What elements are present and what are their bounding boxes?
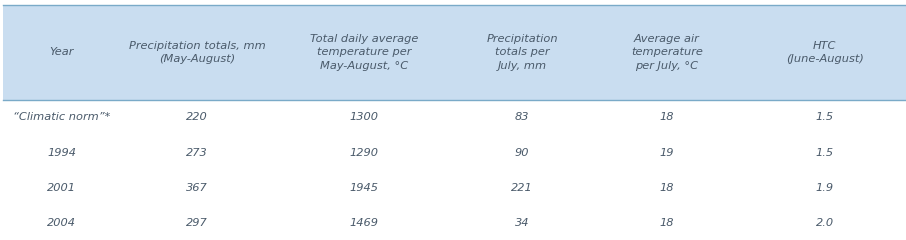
Text: 1945: 1945 (350, 183, 379, 193)
Text: 1994: 1994 (47, 148, 76, 158)
Text: 18: 18 (660, 113, 674, 122)
Text: 19: 19 (660, 148, 674, 158)
Text: 273: 273 (187, 148, 208, 158)
Bar (3, 5, 906, 100)
Text: 1.5: 1.5 (815, 113, 834, 122)
Text: 18: 18 (660, 218, 674, 228)
Text: HTC
(June-August): HTC (June-August) (786, 41, 863, 64)
Text: 1300: 1300 (350, 113, 379, 122)
Text: 220: 220 (187, 113, 208, 122)
Text: Average air
temperature
per July, °C: Average air temperature per July, °C (631, 34, 703, 71)
Text: Precipitation
totals per
July, mm: Precipitation totals per July, mm (487, 34, 558, 71)
Text: 2004: 2004 (47, 218, 76, 228)
Text: 1469: 1469 (350, 218, 379, 228)
Text: Total daily average
temperature per
May-August, °C: Total daily average temperature per May-… (310, 34, 419, 71)
Text: 1290: 1290 (350, 148, 379, 158)
Text: 1.5: 1.5 (815, 148, 834, 158)
Bar (3, 100, 906, 240)
Text: 1.9: 1.9 (815, 183, 834, 193)
Text: 2.0: 2.0 (815, 218, 834, 228)
Text: 367: 367 (187, 183, 208, 193)
Text: 221: 221 (511, 183, 533, 193)
Text: 18: 18 (660, 183, 674, 193)
Text: “Climatic norm”*: “Climatic norm”* (13, 113, 111, 122)
Text: Year: Year (50, 47, 74, 57)
Text: 297: 297 (187, 218, 208, 228)
Text: 34: 34 (515, 218, 529, 228)
Text: 2001: 2001 (47, 183, 76, 193)
Text: 83: 83 (515, 113, 529, 122)
Text: Precipitation totals, mm
(May-August): Precipitation totals, mm (May-August) (129, 41, 265, 64)
Text: 90: 90 (515, 148, 529, 158)
